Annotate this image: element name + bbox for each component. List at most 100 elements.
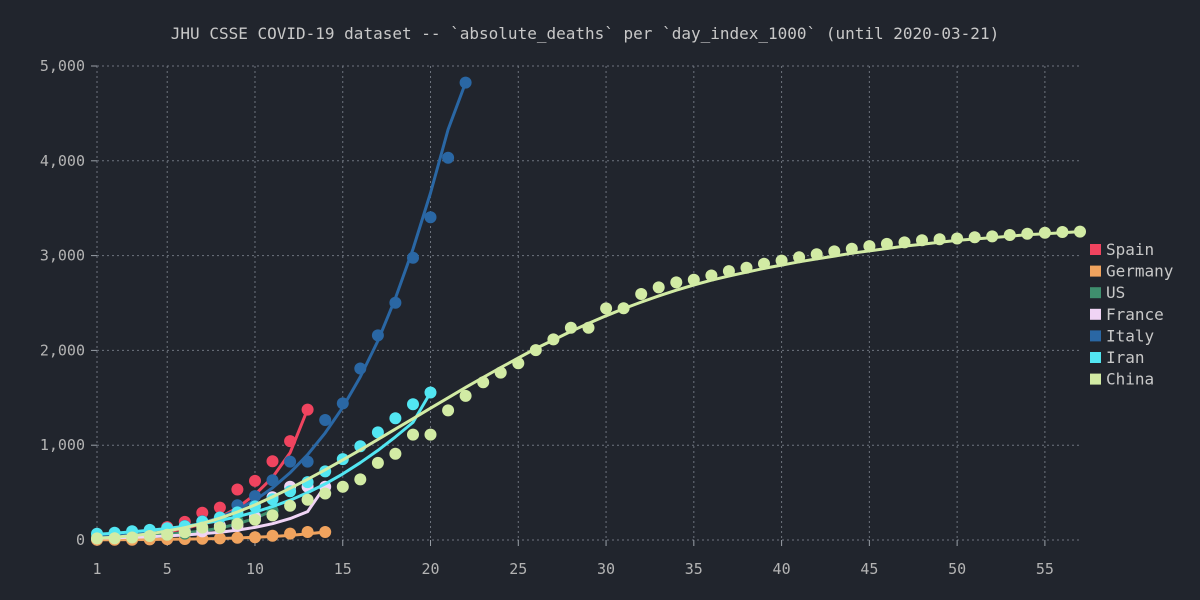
x-tick-label: 15 (334, 560, 352, 578)
data-point-italy (407, 251, 419, 264)
data-point-china (863, 240, 876, 253)
data-point-italy (284, 455, 297, 468)
data-point-china (424, 428, 437, 441)
y-tick-label: 3,000 (40, 247, 85, 265)
data-point-china (1038, 226, 1051, 239)
data-point-italy (319, 414, 332, 426)
x-tick-label: 50 (948, 560, 966, 578)
data-point-china (266, 509, 279, 522)
data-point-china (758, 257, 770, 270)
data-point-china (793, 251, 806, 264)
data-point-china (1021, 227, 1034, 240)
data-point-china (635, 288, 648, 300)
data-point-china (143, 530, 156, 542)
data-point-italy (354, 362, 367, 375)
data-point-china (740, 261, 753, 274)
data-point-china (354, 473, 367, 486)
y-tick-label: 1,000 (40, 436, 85, 454)
data-point-china (652, 281, 665, 294)
x-tick-label: 10 (246, 560, 264, 578)
data-point-italy (266, 474, 279, 487)
data-point-china (986, 230, 999, 243)
data-point-china (687, 273, 700, 286)
legend-item-italy: Italy (1090, 326, 1155, 345)
data-point-china (213, 521, 226, 534)
data-point-china (196, 521, 209, 534)
legend-swatch-germany (1090, 265, 1101, 277)
data-point-china (459, 389, 472, 402)
legend-label-spain: Spain (1106, 240, 1154, 259)
legend-item-china: China (1090, 370, 1154, 389)
data-point-iran (389, 412, 402, 425)
data-point-china (477, 376, 490, 389)
data-point-china (91, 532, 103, 545)
x-tick-label: 20 (421, 560, 439, 578)
data-point-china (336, 480, 349, 493)
data-point-germany (301, 526, 314, 538)
x-tick-label: 5 (163, 560, 172, 578)
data-point-china (529, 344, 542, 357)
data-point-italy (442, 151, 455, 164)
legend-item-germany: Germany (1090, 262, 1174, 281)
data-point-china (1003, 229, 1016, 241)
x-tick-label: 35 (685, 560, 703, 578)
legend-item-france: France (1090, 305, 1164, 324)
data-point-germany (231, 531, 244, 544)
data-point-china (968, 231, 981, 244)
data-point-china (547, 333, 560, 346)
series-line-italy (95, 81, 468, 539)
x-tick-label: 30 (597, 560, 615, 578)
data-point-china (951, 232, 964, 245)
x-tick-label: 45 (860, 560, 878, 578)
data-point-germany (319, 526, 332, 538)
y-tick-label: 0 (76, 531, 85, 549)
legend-swatch-italy (1090, 330, 1101, 342)
data-point-italy (301, 455, 314, 468)
data-point-china (722, 265, 735, 278)
x-tick-label: 1 (92, 560, 101, 578)
legend-label-us: US (1106, 283, 1125, 302)
data-point-germany (213, 532, 226, 545)
legend-item-us: US (1090, 283, 1125, 302)
data-point-china (407, 428, 419, 441)
data-point-china (249, 513, 261, 526)
x-tick-label: 40 (773, 560, 791, 578)
data-point-china (371, 456, 384, 469)
data-point-china (916, 234, 928, 247)
data-point-china (880, 237, 893, 250)
series-layer (91, 76, 1086, 546)
legend-label-italy: Italy (1106, 326, 1155, 345)
data-point-germany (284, 527, 297, 540)
y-tick-label: 2,000 (40, 341, 85, 359)
data-point-spain (301, 403, 314, 416)
data-point-spain (196, 506, 209, 519)
data-point-china (389, 447, 402, 460)
legend-label-iran: Iran (1106, 348, 1145, 367)
data-point-china (512, 357, 525, 370)
grid (96, 65, 1080, 541)
y-tick-label: 5,000 (40, 57, 85, 75)
series-italy (91, 76, 472, 544)
data-point-china (810, 248, 823, 261)
data-point-iran (424, 386, 437, 399)
legend-label-france: France (1106, 305, 1164, 324)
data-point-italy (459, 76, 472, 89)
data-point-china (845, 242, 858, 255)
data-point-china (670, 276, 683, 289)
series-iran (91, 386, 437, 540)
data-point-china (705, 269, 718, 282)
data-point-germany (266, 529, 279, 542)
data-point-china (828, 245, 841, 258)
data-point-china (161, 528, 174, 541)
data-point-china (108, 532, 121, 545)
data-point-germany (249, 531, 261, 544)
y-tick-label: 4,000 (40, 152, 85, 170)
legend-swatch-us (1090, 287, 1101, 299)
data-point-spain (213, 501, 226, 514)
legend-item-spain: Spain (1090, 240, 1154, 259)
data-point-china (301, 493, 314, 506)
data-point-china (617, 302, 630, 315)
data-point-china (284, 499, 297, 512)
